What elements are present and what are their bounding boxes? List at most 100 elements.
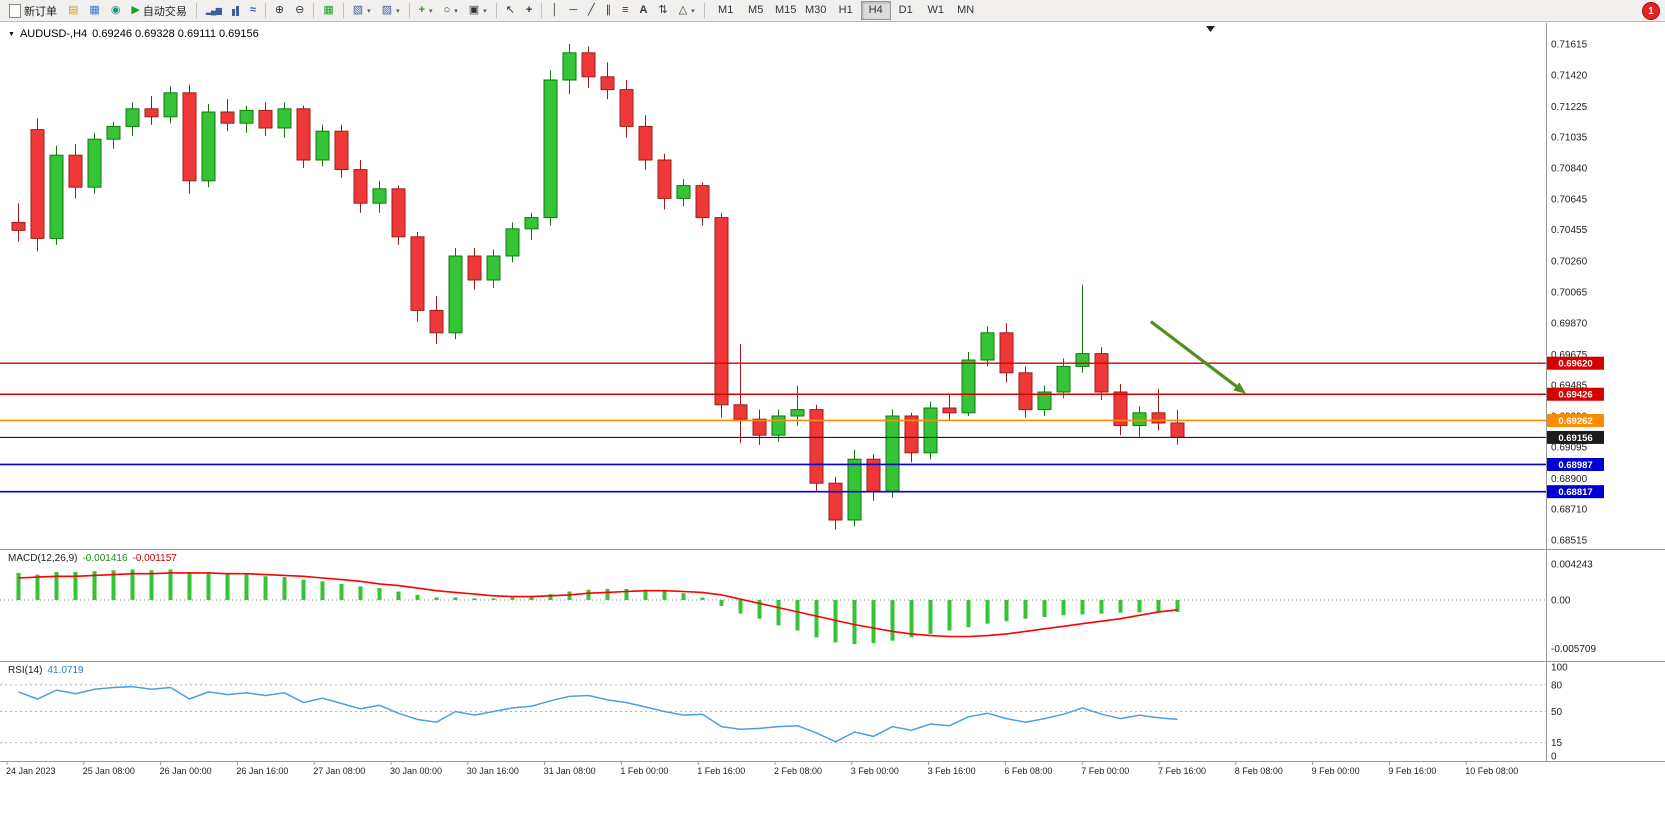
crosshair-button[interactable]: + — [521, 0, 537, 21]
candle-body — [771, 415, 786, 436]
zoom-out-icon: ⊖ — [295, 4, 305, 16]
rsi-value: 41.0719 — [47, 665, 84, 676]
candle-body — [600, 76, 615, 91]
timeframe-d1[interactable]: D1 — [898, 4, 913, 16]
tile-windows-icon: ▦ — [323, 4, 334, 16]
new-chart-button[interactable]: ▧ ▾ — [348, 0, 376, 21]
data-window-button[interactable]: ▦ — [84, 0, 104, 21]
timeframe-w1[interactable]: W1 — [927, 4, 944, 16]
candle-body — [638, 125, 653, 161]
macd-histogram-bar — [301, 579, 306, 600]
horizontal-line-icon: ─ — [569, 4, 577, 16]
timeframe-h4[interactable]: H4 — [860, 1, 891, 20]
price-tick-label: 0.70840 — [1551, 164, 1588, 175]
bar-chart-icon: ▂▄▆ — [205, 5, 222, 15]
candlestick-chart-button[interactable] — [227, 0, 244, 21]
macd-histogram-bar — [852, 600, 857, 645]
cursor-button[interactable]: ↖ — [501, 0, 520, 21]
candle-body — [619, 89, 634, 127]
timeframe-m1[interactable]: M1 — [718, 4, 734, 16]
horizontal-line-button[interactable]: ─ — [564, 0, 582, 21]
candle-body — [277, 108, 292, 129]
timeframe-m15[interactable]: M15 — [774, 4, 797, 16]
candle-body — [543, 79, 558, 219]
candles — [11, 44, 1185, 530]
templates-button[interactable]: ▣ ▾ — [464, 0, 492, 21]
time-label: 10 Feb 08:00 — [1465, 766, 1518, 776]
candle-body — [581, 52, 596, 78]
trend-arrow[interactable] — [1149, 320, 1242, 391]
market-watch-button[interactable]: ▤ — [63, 0, 83, 21]
new-order-button[interactable]: 新订单 — [4, 0, 62, 21]
profiles-button[interactable]: ▨ ▾ — [377, 0, 405, 21]
shapes-button[interactable]: △ ▾ — [674, 0, 700, 21]
toolbar: 新订单 ▤ ▦ ◉ ▶ 自动交易 ▂▄▆ ≈ ⊕ ⊖ ▦ ▧ ▾ ▨ ▾ + — [0, 0, 1665, 22]
macd-tick-label: 0.004243 — [1551, 560, 1593, 571]
macd-histogram-bar — [149, 570, 154, 600]
price-tick-label: 0.71225 — [1551, 102, 1588, 113]
macd-histogram-bar — [624, 589, 629, 600]
candle-body — [980, 332, 995, 361]
timeframe-mn[interactable]: MN — [957, 4, 975, 16]
text-button[interactable]: A — [635, 0, 653, 21]
macd-histogram-bar — [586, 589, 591, 600]
macd-histogram-bar — [1137, 600, 1142, 613]
arrows-button[interactable]: ⇅ — [653, 0, 672, 21]
arrows-icon: ⇅ — [658, 4, 668, 16]
channel-button[interactable]: ∥ — [601, 0, 617, 21]
zoom-out-button[interactable]: ⊖ — [290, 0, 309, 21]
autotrading-button[interactable]: ▶ 自动交易 — [126, 0, 191, 21]
macd-histogram-bar — [1023, 600, 1028, 619]
fibonacci-button[interactable]: ≡ — [617, 0, 633, 21]
candle-body — [562, 52, 577, 81]
macd-histogram-bar — [909, 600, 914, 638]
price-tag — [1547, 356, 1604, 370]
notification-badge[interactable]: 1 — [1642, 2, 1660, 20]
text-icon: A — [639, 4, 648, 16]
candle-body — [524, 217, 539, 230]
trendline-button[interactable]: ╱ — [583, 0, 600, 21]
price-tick-label: 0.70260 — [1551, 256, 1588, 267]
macd-histogram-bar — [605, 589, 610, 600]
chart-canvas[interactable]: 0.71615 0.71420 0.71225 0.71035 0.70840 0.706… — [0, 23, 1665, 834]
macd-histogram-bar — [187, 572, 192, 600]
rsi-tick-label: 50 — [1551, 707, 1563, 718]
candle-body — [1132, 412, 1147, 427]
periods-button[interactable]: ○ ▾ — [439, 0, 463, 21]
zoom-in-button[interactable]: ⊕ — [270, 0, 289, 21]
macd-histogram-bar — [1042, 600, 1047, 617]
timeframe-m30[interactable]: M30 — [804, 4, 827, 16]
price-tag — [1547, 485, 1604, 499]
candle-body — [239, 109, 254, 124]
macd-histogram-bar — [339, 583, 344, 600]
crosshair-icon: + — [525, 4, 533, 16]
chart-ohlc: 0.69246 0.69328 0.69111 0.69156 — [92, 28, 259, 40]
indicators-button[interactable]: + ▾ — [414, 0, 438, 21]
candle-body — [391, 188, 406, 238]
line-chart-button[interactable]: ≈ — [245, 0, 261, 21]
chart-shift-marker[interactable] — [1206, 26, 1215, 32]
macd-histogram-bar — [738, 600, 743, 614]
macd-histogram-bar — [757, 600, 762, 619]
time-label: 1 Feb 00:00 — [620, 766, 668, 776]
vertical-line-button[interactable]: │ — [546, 0, 563, 21]
timeframe-m5[interactable]: M5 — [748, 4, 764, 16]
price-tick-label: 0.70455 — [1551, 225, 1588, 236]
time-label: 7 Feb 16:00 — [1158, 766, 1206, 776]
candle-body — [486, 255, 501, 281]
macd-histogram-bar — [434, 597, 439, 600]
navigator-button[interactable]: ◉ — [106, 0, 126, 21]
candle-body — [201, 111, 216, 182]
tile-windows-button[interactable]: ▦ — [318, 0, 338, 21]
macd-histogram-bar — [92, 571, 97, 600]
bar-chart-button[interactable]: ▂▄▆ — [201, 0, 226, 21]
macd-histogram-bar — [947, 600, 952, 631]
rsi-tick-label: 80 — [1551, 680, 1563, 691]
collapse-icon[interactable]: ▼ — [8, 30, 15, 38]
candle-body — [1151, 412, 1166, 424]
candle-body — [353, 169, 368, 204]
rsi-tick-label: 100 — [1551, 663, 1568, 674]
candle-body — [733, 404, 748, 420]
timeframe-h1[interactable]: H1 — [838, 4, 853, 16]
macd-histogram-bar — [130, 569, 135, 600]
